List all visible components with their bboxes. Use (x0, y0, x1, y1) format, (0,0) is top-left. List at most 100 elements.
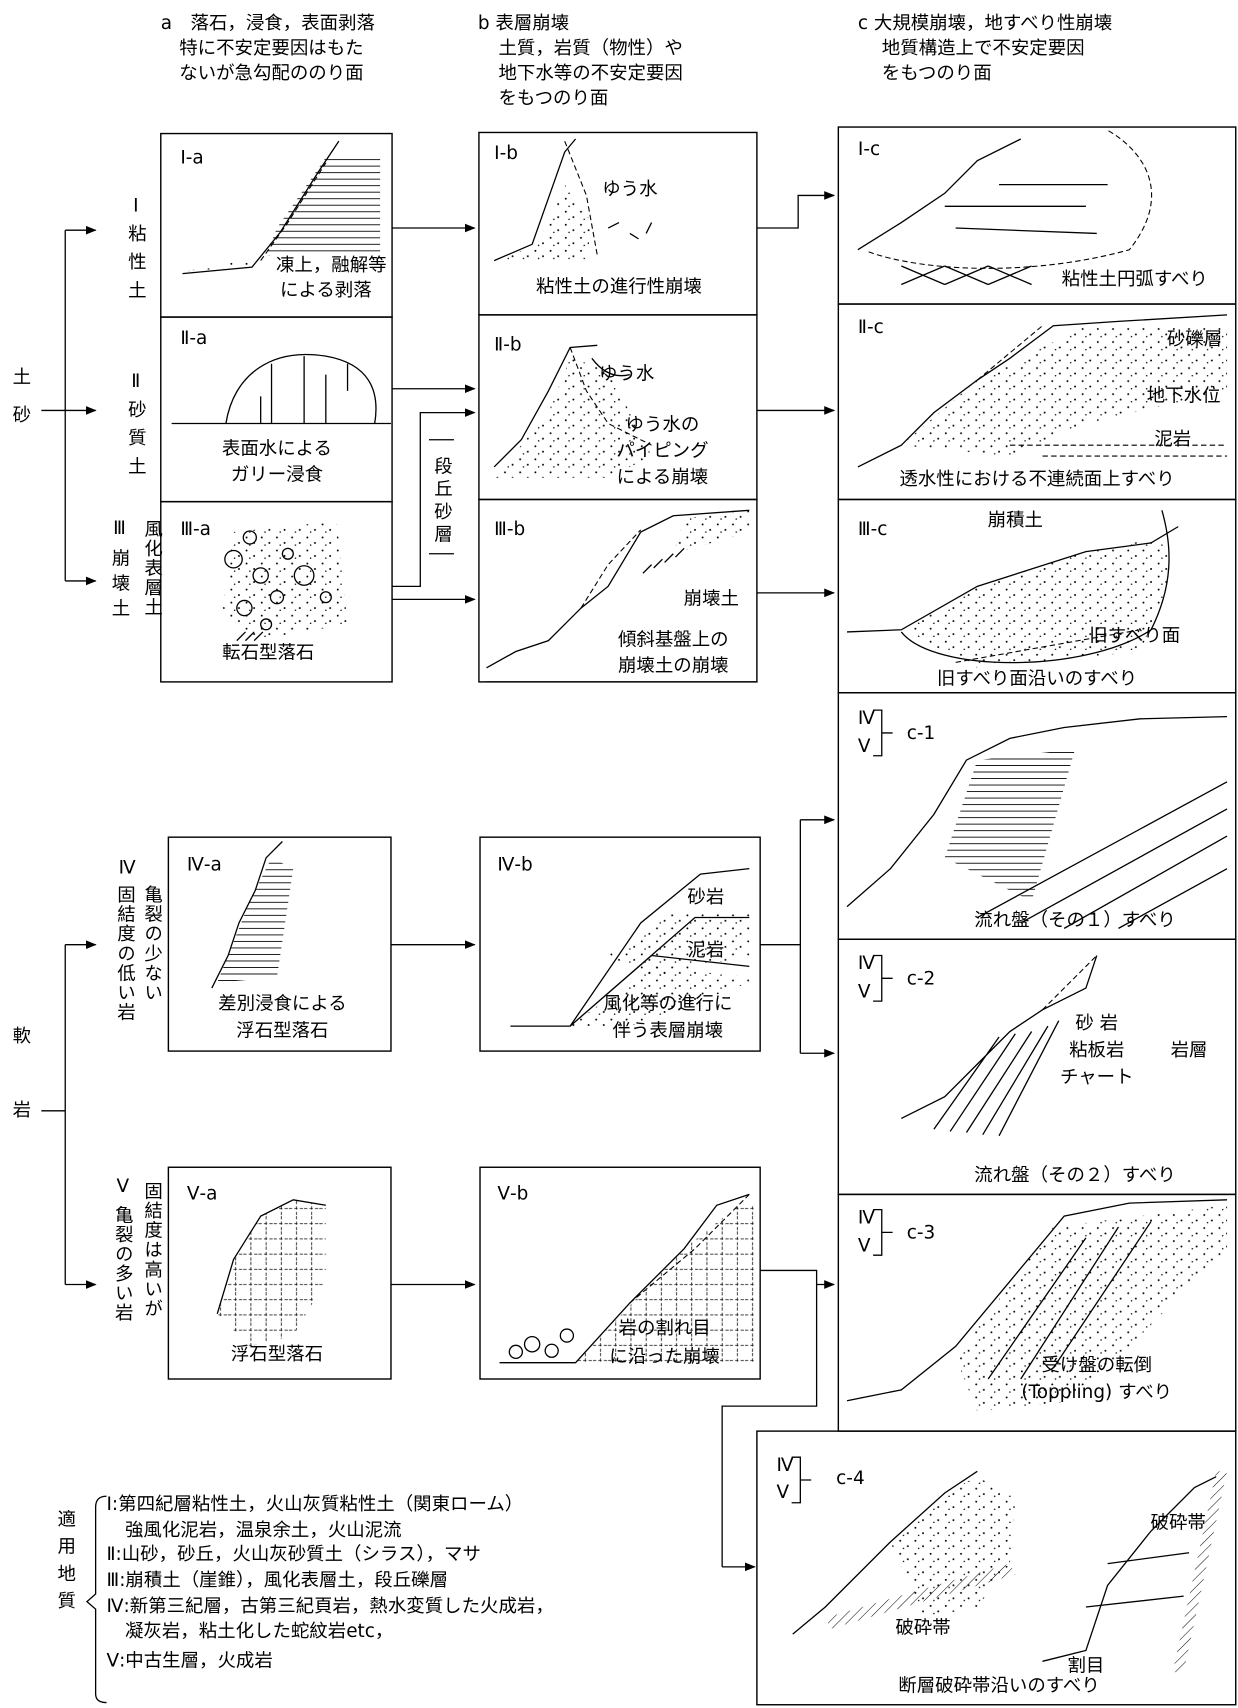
row-label: 固結度は高いが (142, 1181, 163, 1318)
panel-caption: 受け盤の転倒 (1041, 1355, 1152, 1376)
legend-line: Ⅳ:新第三紀層，古第三紀頁岩，熱水変質した火成岩， (106, 1596, 553, 1617)
panel-tag: Ⅲ-b (494, 519, 525, 540)
legend-line: 強風化泥岩，温泉余土，火山泥流 (125, 1520, 402, 1541)
row-label: 亀裂の少ない (142, 885, 163, 1002)
panel-caption: 浮石型落石 (236, 1021, 328, 1042)
panel-caption: 崩壊土の崩壊 (618, 656, 729, 677)
tag-bracket (792, 1457, 812, 1503)
panel-tag: Ⅴ (858, 1236, 871, 1257)
panel-tag: Ⅲ-c (858, 519, 888, 540)
panel-tag: Ⅳ-a (187, 854, 222, 875)
diagram: a 落石，浸食，表面剥落特に不安定要因はもたないが急勾配ののり面 b 表層崩壊土質… (0, 0, 1238, 1708)
panel-note: 破砕帯 (1151, 1512, 1206, 1533)
page: a 落石，浸食，表面剥落特に不安定要因はもたないが急勾配ののり面 b 表層崩壊土質… (0, 0, 1238, 1708)
panel-note: 崩壊土 (684, 588, 739, 609)
legend-title: 適用地質 (55, 1509, 76, 1618)
legend-line: Ⅴ:中古生層，火成岩 (106, 1650, 272, 1671)
column-header: a 落石，浸食，表面剥落 (161, 13, 375, 34)
panel-caption: 差別浸食による (218, 993, 347, 1014)
row-numeral: Ⅱ (131, 371, 140, 392)
column-header: ないが急勾配ののり面 (179, 63, 363, 84)
panel (838, 939, 1235, 1194)
panel-caption: 透水性における不連続面上すべり (899, 469, 1174, 490)
panel-tag: c-1 (907, 723, 936, 744)
panel-caption: に沿った崩壊 (609, 1346, 720, 1367)
row-label: 固結度の低い岩 (114, 885, 135, 1022)
row-numeral: Ⅴ (116, 1176, 129, 1197)
panel-caption: 転石型落石 (222, 643, 314, 664)
panel-caption: 旧すべり面沿いのすべり (937, 669, 1137, 690)
tag-bracket (873, 1210, 893, 1256)
panel-note: 割目 (1067, 1656, 1104, 1677)
column-header: 土質，岩質（物性）や (498, 38, 682, 59)
column-header: をもつのり面 (882, 63, 992, 84)
group-label: 砂 (13, 405, 31, 426)
terrace-label: 段丘砂層 (432, 456, 453, 547)
tag-bracket (873, 710, 893, 756)
panel-note: 泥岩 (1154, 429, 1191, 450)
panel-tag: Ⅳ (858, 708, 875, 729)
panel-note: 泥岩 (687, 940, 724, 961)
panel-tag: Ⅱ-c (858, 317, 884, 338)
tag-bracket (873, 956, 893, 1002)
column-header: 特に不安定要因はもた (179, 38, 363, 59)
panel-tag: c-4 (836, 1468, 865, 1489)
panel-tag: c-2 (907, 968, 936, 989)
panel-caption: 風化等の進行に (603, 993, 732, 1014)
panel-caption: ゆう水の (626, 415, 700, 436)
panel-caption: による崩壊 (617, 467, 709, 488)
panel-note: 砂岩 (687, 887, 724, 908)
panel-tag: Ⅳ-b (497, 854, 532, 875)
row-label: 粘性土 (125, 224, 146, 309)
legend-line: Ⅰ:第四紀層粘性土，火山灰質粘性土（関東ローム） (106, 1494, 523, 1515)
row-label: 亀裂の多い岩 (112, 1205, 133, 1322)
panel-tag: c-3 (907, 1222, 936, 1243)
legend-line: Ⅱ:山砂，砂丘，火山灰砂質土（シラス），マサ (106, 1544, 480, 1565)
panel-note: 破砕帯 (895, 1618, 950, 1639)
panel-tag: Ⅳ (858, 1207, 875, 1228)
panel-caption: 伴う表層崩壊 (613, 1021, 724, 1042)
panel-tag: Ⅳ (858, 953, 875, 974)
row-label: 砂質土 (125, 400, 146, 485)
legend-line: Ⅲ:崩積土（崖錐），風化表層土，段丘礫層 (106, 1570, 448, 1591)
panel-tag: Ⅰ-a (180, 148, 203, 169)
row-label: 風化表層土 (142, 519, 163, 617)
panel-caption: ガリー浸食 (231, 465, 323, 486)
group-label: 土 (13, 367, 31, 388)
panel-caption: 粘性土円弧すべり (1062, 269, 1208, 290)
column-header: b 表層崩壊 (478, 13, 569, 34)
panel-note: 地下水位 (1147, 385, 1221, 406)
column-header: 地質構造上で不安定要因 (882, 38, 1085, 59)
panel-tag: Ⅱ-a (180, 328, 207, 349)
panel-caption: 凍上，融解等 (276, 255, 387, 276)
panel-note: 旧すべり面 (1089, 625, 1180, 646)
panel-caption: (Toppling) すべり (1021, 1382, 1172, 1403)
row-numeral: Ⅲ (113, 518, 126, 539)
panel-tag: Ⅴ-b (497, 1183, 528, 1204)
panel-caption: 粘性土の進行性崩壊 (536, 277, 702, 298)
legend-line: 凝灰岩，粘土化した蛇紋岩etc， (125, 1621, 393, 1642)
panel-caption: 岩の割れ目 (619, 1318, 711, 1339)
panel-caption: 流れ盤（その１）すべり (974, 910, 1176, 931)
row-label: 崩壊土 (109, 548, 130, 623)
panel-note: ゆう水 (602, 179, 657, 200)
column-header: 地下水等の不安定要因 (498, 63, 682, 84)
panel-caption: 表面水による (222, 439, 332, 460)
panel-tag: Ⅴ (858, 981, 871, 1002)
row-numeral: Ⅳ (119, 858, 136, 879)
panel-tag: Ⅴ (858, 736, 871, 757)
panel-caption: 傾斜基盤上の (618, 630, 729, 651)
panel-note: チャート (1060, 1067, 1134, 1088)
panel-tag: Ⅱ-b (494, 334, 521, 355)
panel-tag: Ⅳ (776, 1455, 793, 1476)
panel-note: 岩層 (1171, 1040, 1208, 1061)
panel-note: ゆう水 (599, 364, 654, 385)
group-label: 岩 (13, 1100, 31, 1121)
panel-caption: 流れ盤（その２）すべり (974, 1165, 1176, 1186)
group-label: 軟 (13, 1026, 31, 1047)
panel-caption: 断層破砕帯沿いのすべり (898, 1675, 1100, 1696)
panel-note: 砂礫層 (1167, 329, 1222, 350)
panel-caption: パイピング (616, 441, 708, 462)
panel-caption: による剥落 (280, 280, 372, 301)
panel-tag: Ⅴ (776, 1482, 789, 1503)
